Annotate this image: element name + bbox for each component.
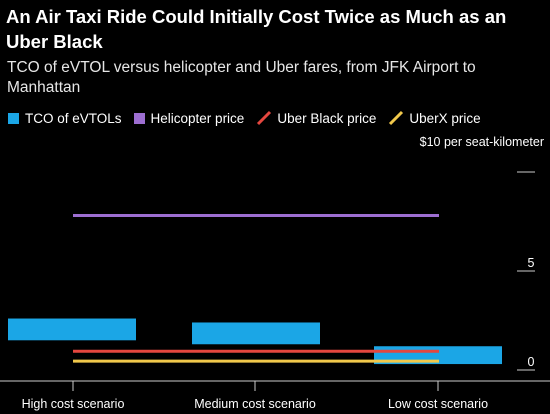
x-tick-label-0: High cost scenario [22,397,125,411]
legend-swatch-evtol [8,112,19,124]
chart-plot: 0 5 High cost scenario Medium cost scenario… [0,171,550,411]
legend-swatch-uberx [389,110,404,126]
y-axis-label: $10 per seat-kilometer [419,135,544,149]
legend-item-helicopter: Helicopter price [133,110,245,126]
legend-label-evtol: TCO of eVTOLs [25,110,122,126]
legend-label-helicopter: Helicopter price [150,110,245,126]
evtol-bar-0 [8,318,136,341]
legend-swatch-helicopter [133,112,145,124]
legend-item-evtol: TCO of eVTOLs [8,111,122,126]
x-tick-label-1: Medium cost scenario [194,397,316,411]
y-tick-label-0: 0 [528,355,535,369]
legend-label-uberx: UberX price [409,110,481,126]
y-tick-label-5: 5 [528,256,535,270]
legend-swatch-uber-black [257,110,272,126]
chart-subtitle: TCO of eVTOL versus helicopter and Uber … [7,59,476,96]
legend: TCO of eVTOLs Helicopter price Uber Blac… [8,108,493,128]
x-tick-label-2: Low cost scenario [388,397,488,411]
legend-item-uberx: UberX price [388,110,481,126]
legend-label-uber-black: Uber Black price [277,110,377,126]
legend-item-uber-black: Uber Black price [256,110,376,126]
chart-title: An Air Taxi Ride Could Initially Cost Tw… [6,6,507,52]
evtol-bar-1 [192,322,320,345]
